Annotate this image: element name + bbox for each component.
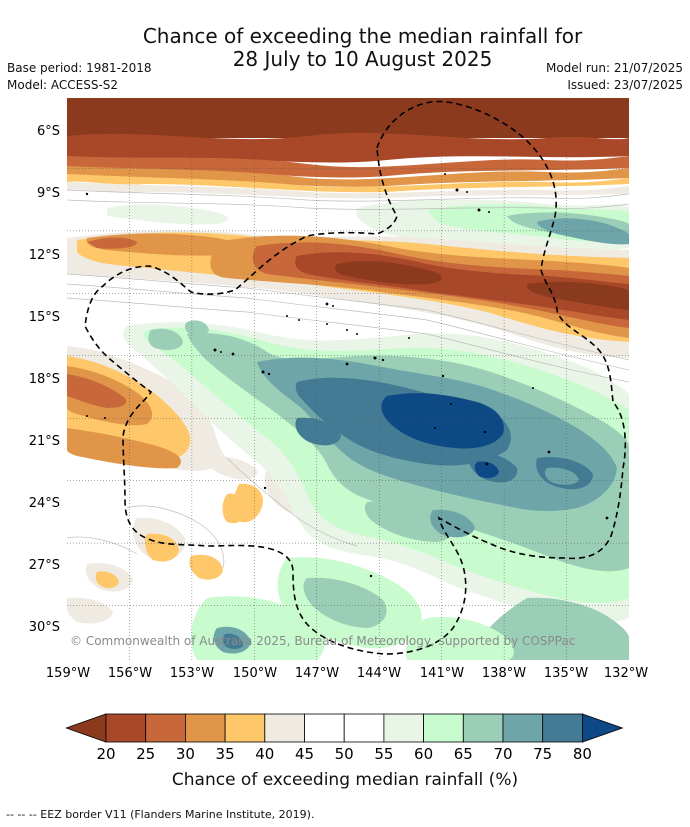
issued-label: Issued: 23/07/2025 [567, 78, 683, 92]
copyright-notice: © Commonwealth of Australia 2025, Bureau… [70, 634, 576, 648]
colorbar-title: Chance of exceeding median rainfall (%) [171, 770, 519, 790]
eez-legend-note: -- -- -- EEZ border V11 (Flanders Marine… [6, 808, 315, 821]
colorbar-low-extension [64, 713, 107, 743]
colorbar-tick-label: 60 [414, 745, 434, 763]
lon-label-144w: 144°W [356, 666, 402, 681]
dry-band-middle [67, 230, 629, 358]
colorbar-segment [343, 713, 385, 743]
colorbar-segment [224, 713, 266, 743]
lon-label-159w: 159°W [45, 666, 91, 681]
dry-band-north [67, 98, 629, 199]
colorbar-tick-label: 55 [374, 745, 394, 763]
lat-label-12s: 12°S [28, 248, 60, 263]
lon-label-153w: 153°W [169, 666, 215, 681]
base-period-label: Base period: 1981-2018 [7, 61, 152, 75]
map-title-line2: 28 July to 10 August 2025 [232, 47, 493, 71]
colorbar-segment [542, 713, 583, 743]
lon-label-156w: 156°W [107, 666, 153, 681]
colorbar-tick-label: 75 [533, 745, 553, 763]
wet-patch-north [107, 199, 629, 251]
colorbar-graphic [64, 713, 624, 743]
lat-label-27s: 27°S [28, 558, 60, 573]
colorbar-segment [383, 713, 424, 743]
colorbar-segment [185, 713, 226, 743]
colorbar-tick-label: 40 [255, 745, 275, 763]
colorbar-tick-label: 80 [572, 745, 592, 763]
colorbar-segment [105, 713, 147, 743]
colorbar-segment [145, 713, 186, 743]
map-title-line1: Chance of exceeding the median rainfall … [142, 24, 583, 48]
lon-label-135w: 135°W [543, 666, 589, 681]
colorbar-tick-label: 70 [493, 745, 513, 763]
rainfall-map-canvas [67, 98, 629, 660]
lat-label-24s: 24°S [28, 496, 60, 511]
colorbar [64, 713, 624, 749]
lon-label-150w: 150°W [232, 666, 278, 681]
eez-border [84, 100, 627, 655]
map-gridlines [67, 98, 629, 660]
lat-label-15s: 15°S [28, 310, 60, 325]
model-label: Model: ACCESS-S2 [7, 78, 119, 92]
colorbar-segment [462, 713, 504, 743]
colorbar-tick-label: 25 [136, 745, 156, 763]
rainfall-map [67, 98, 629, 660]
lat-label-18s: 18°S [28, 372, 60, 387]
colorbar-high-extension [582, 713, 624, 743]
colorbar-tick-label: 65 [453, 745, 473, 763]
dry-band-west [67, 346, 320, 524]
lon-label-138w: 138°W [481, 666, 527, 681]
lon-label-147w: 147°W [294, 666, 340, 681]
colorbar-tick-label: 50 [334, 745, 354, 763]
lat-label-9s: 9°S [36, 186, 60, 201]
colorbar-segment [264, 713, 305, 743]
dry-patch-southwest [67, 517, 223, 624]
colorbar-segment [304, 713, 345, 743]
colorbar-tick-label: 35 [215, 745, 235, 763]
lat-label-6s: 6°S [36, 124, 60, 139]
lat-label-30s: 30°S [28, 620, 60, 635]
colorbar-segment [502, 713, 544, 743]
colorbar-tick-label: 45 [294, 745, 315, 763]
model-run-label: Model run: 21/07/2025 [545, 61, 683, 75]
colorbar-segment [423, 713, 464, 743]
lon-label-132w: 132°W [603, 666, 649, 681]
colorbar-tick-label: 20 [96, 745, 116, 763]
colorbar-tick-label: 30 [175, 745, 195, 763]
contour-lines [67, 189, 629, 569]
lon-label-141w: 141°W [419, 666, 465, 681]
lat-label-21s: 21°S [28, 434, 60, 449]
island-coastlines [85, 173, 609, 578]
